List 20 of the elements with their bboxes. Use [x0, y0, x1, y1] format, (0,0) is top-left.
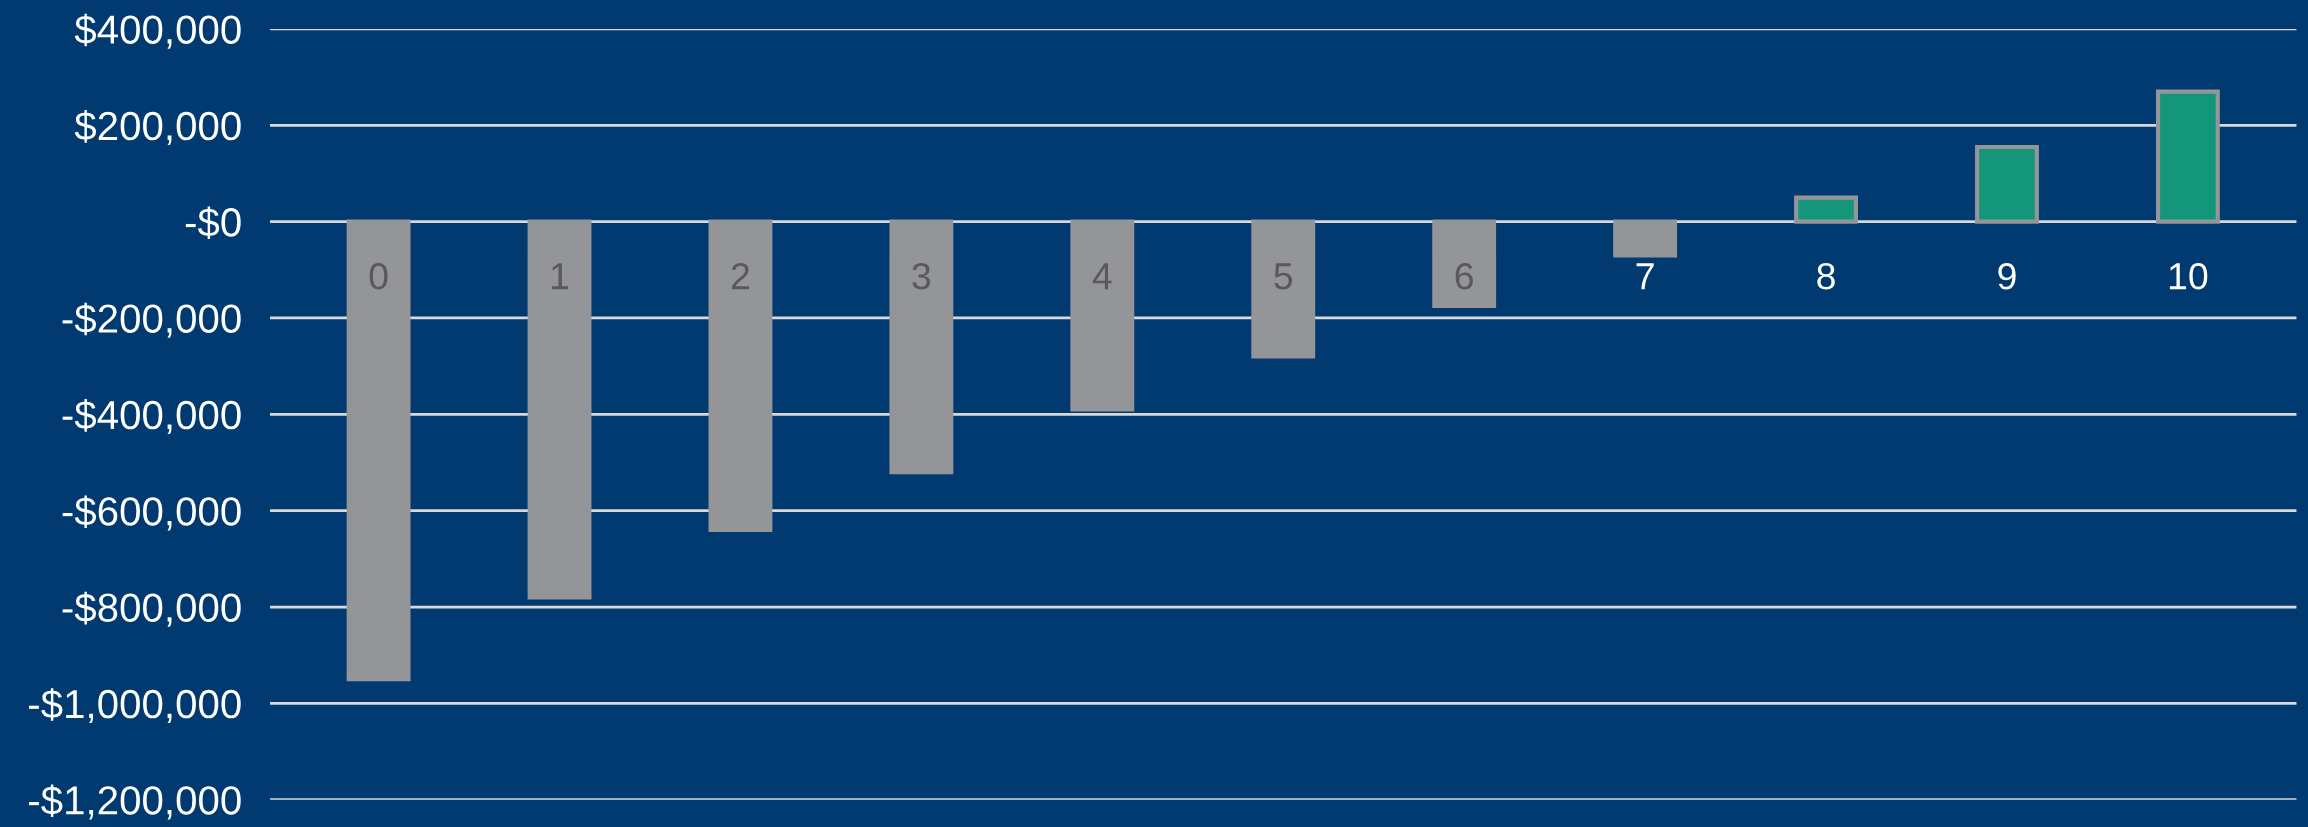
- x-tick-label: 6: [1455, 262, 1473, 290]
- x-tick-label: 3: [912, 262, 931, 290]
- y-tick-label: -$400,000: [62, 399, 241, 435]
- y-tick-label: -$1,200,000: [29, 784, 241, 820]
- y-tick-label: -$1,000,000: [29, 688, 241, 724]
- x-tick-label: 8: [1817, 262, 1835, 290]
- y-tick-label: -$200,000: [62, 302, 241, 338]
- x-tick-label: 4: [1092, 263, 1112, 290]
- x-tick-label: 7: [1636, 263, 1654, 290]
- x-tick-label: 5: [1274, 263, 1293, 290]
- x-tick-label: 1: [551, 263, 569, 290]
- y-tick-label: -$600,000: [62, 495, 241, 531]
- y-tick-label: -$0: [185, 206, 241, 240]
- x-tick-label: 2: [731, 262, 749, 290]
- y-tick-label: $400,000: [74, 13, 241, 49]
- x-tick-label: 0: [369, 262, 388, 290]
- y-tick-label: -$800,000: [62, 591, 241, 627]
- x-tick-label: 9: [1998, 262, 2016, 290]
- y-tick-label: $200,000: [74, 110, 241, 146]
- x-tick-label: 10: [2169, 262, 2208, 290]
